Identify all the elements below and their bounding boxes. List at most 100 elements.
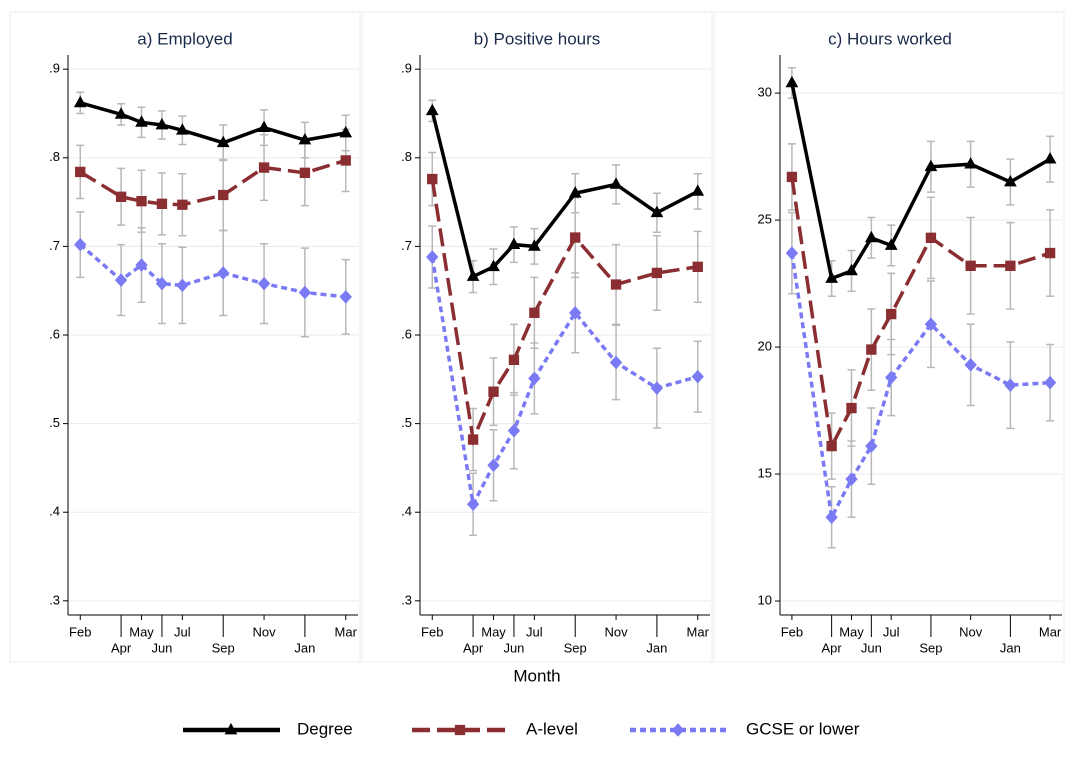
- data-point: [845, 263, 858, 276]
- data-point: [569, 306, 582, 320]
- x-tick-label: Mar: [687, 624, 710, 639]
- data-point: [785, 246, 799, 260]
- data-point: [568, 186, 582, 198]
- data-point: [924, 159, 938, 172]
- data-point: [176, 278, 189, 293]
- panel-frame: [713, 11, 1065, 663]
- x-tick-label: Sep: [919, 640, 942, 655]
- x-tick-label: Jan: [294, 640, 315, 655]
- data-point: [217, 266, 230, 280]
- data-point: [865, 230, 878, 243]
- data-point: [691, 184, 705, 196]
- data-point: [425, 103, 439, 116]
- x-tick-label: Nov: [959, 624, 983, 639]
- y-tick-label: .3: [49, 592, 60, 607]
- data-point: [115, 191, 127, 202]
- panel-frame: [361, 11, 713, 663]
- data-point: [177, 199, 188, 210]
- y-tick-label: .9: [49, 61, 60, 76]
- data-point: [426, 250, 439, 264]
- series-line: [790, 252, 1051, 523]
- y-tick-label: .5: [401, 415, 412, 430]
- data-point: [964, 358, 977, 372]
- data-point: [339, 290, 352, 304]
- data-point: [846, 402, 857, 414]
- x-tick-label: Mar: [335, 624, 358, 639]
- series-line: [79, 243, 346, 299]
- data-point: [884, 238, 898, 250]
- x-tick-label: Jan: [1000, 640, 1021, 655]
- x-axis-title: Month: [513, 666, 560, 685]
- data-point: [136, 196, 147, 207]
- legend-marker: [671, 723, 685, 737]
- data-point: [529, 307, 540, 319]
- data-point: [650, 381, 664, 395]
- data-point: [528, 371, 541, 386]
- panel-title: c) Hours worked: [828, 29, 952, 48]
- y-tick-label: .7: [401, 238, 412, 253]
- legend-label: GCSE or lower: [746, 719, 860, 738]
- data-point: [75, 166, 86, 178]
- x-tick-label: May: [481, 624, 506, 639]
- data-point: [609, 355, 623, 370]
- x-tick-label: May: [839, 624, 864, 639]
- x-tick-label: Nov: [604, 624, 628, 639]
- legend-label: Degree: [297, 719, 353, 738]
- data-point: [466, 497, 480, 512]
- data-point: [340, 155, 351, 166]
- data-point: [74, 237, 87, 252]
- data-point: [114, 273, 128, 287]
- data-point: [467, 434, 479, 445]
- x-tick-label: Jul: [883, 624, 900, 639]
- data-point: [466, 269, 480, 281]
- data-point: [825, 510, 838, 525]
- data-point: [114, 107, 128, 119]
- data-point: [257, 276, 271, 291]
- x-tick-label: Jan: [646, 640, 667, 655]
- data-point: [339, 125, 353, 138]
- panel-frame: [9, 11, 361, 663]
- data-point: [609, 177, 623, 189]
- data-point: [650, 205, 664, 218]
- y-tick-label: .9: [401, 61, 412, 76]
- data-point: [965, 260, 976, 271]
- data-point: [488, 386, 499, 397]
- x-tick-label: Sep: [212, 640, 235, 655]
- y-tick-label: 20: [758, 339, 772, 354]
- data-point: [885, 370, 898, 385]
- panel-title: b) Positive hours: [474, 29, 601, 48]
- data-point: [886, 308, 897, 320]
- x-tick-label: Jun: [151, 640, 172, 655]
- x-tick-label: Jun: [503, 640, 524, 655]
- data-point: [155, 117, 169, 130]
- data-point: [1005, 260, 1016, 271]
- y-tick-label: 25: [758, 212, 772, 227]
- data-point: [691, 369, 704, 384]
- data-point: [865, 439, 878, 453]
- data-point: [825, 271, 838, 283]
- y-tick-label: .6: [401, 326, 412, 341]
- x-tick-label: Sep: [564, 640, 587, 655]
- data-point: [135, 115, 148, 127]
- data-point: [299, 167, 311, 179]
- data-point: [845, 472, 858, 486]
- data-point: [785, 75, 799, 88]
- data-point: [866, 344, 877, 355]
- data-point: [218, 189, 229, 201]
- y-tick-label: .4: [401, 504, 412, 519]
- x-tick-label: Feb: [421, 624, 443, 639]
- y-tick-label: .3: [401, 592, 412, 607]
- x-tick-label: Mar: [1039, 624, 1062, 639]
- data-point: [1004, 174, 1017, 187]
- data-point: [1043, 152, 1057, 164]
- legend-marker: [454, 724, 466, 736]
- data-point: [487, 458, 500, 473]
- y-tick-label: .7: [49, 238, 60, 253]
- x-tick-label: Jul: [526, 624, 543, 639]
- data-point: [258, 162, 270, 173]
- x-tick-label: Feb: [69, 624, 91, 639]
- legend-label: A-level: [526, 719, 578, 738]
- data-point: [1004, 378, 1017, 392]
- y-tick-label: .8: [401, 149, 412, 164]
